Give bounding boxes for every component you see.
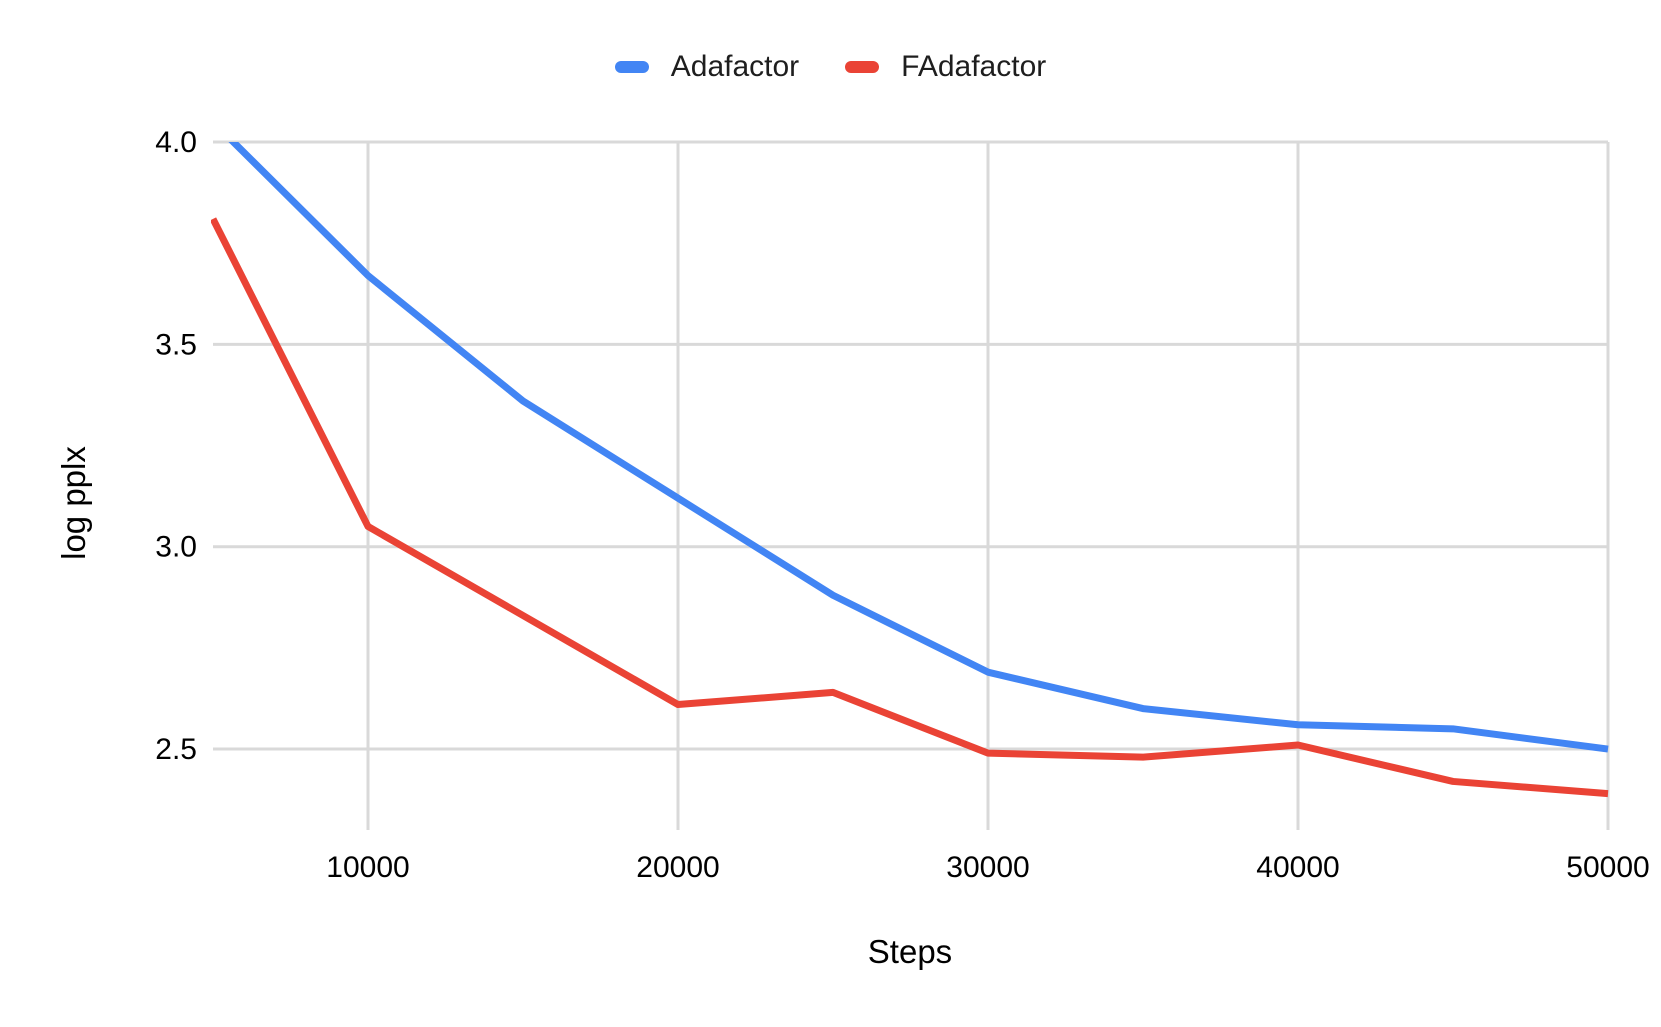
y-tick-2.5: 2.5 <box>155 733 197 766</box>
legend: Adafactor FAdafactor <box>0 50 1661 84</box>
tick-labels: 2.5 3.0 3.5 4.0 10000 20000 30000 40000 50000 <box>155 126 1649 884</box>
y-tick-3.5: 3.5 <box>155 328 197 361</box>
legend-label-adafactor: Adafactor <box>670 50 800 83</box>
legend-item-fadafactor[interactable]: FAdafactor <box>845 50 1046 84</box>
x-tick-50000: 50000 <box>1566 851 1649 884</box>
x-tick-10000: 10000 <box>326 851 409 884</box>
legend-item-adafactor[interactable]: Adafactor <box>614 50 800 84</box>
y-tick-3.0: 3.0 <box>155 531 197 564</box>
y-tick-4.0: 4.0 <box>155 126 197 159</box>
legend-label-fadafactor: FAdafactor <box>901 50 1047 83</box>
x-tick-40000: 40000 <box>1256 851 1339 884</box>
series-lines <box>211 142 1609 798</box>
series-line-fadafactor <box>211 217 1609 798</box>
y-axis-title: log pplx <box>55 446 92 560</box>
legend-swatch-adafactor-icon <box>614 61 649 73</box>
legend-swatch-fadafactor-icon <box>845 61 880 73</box>
gridlines <box>213 140 1610 830</box>
x-tick-30000: 30000 <box>946 851 1029 884</box>
x-axis-title: Steps <box>868 933 952 970</box>
series-line-adafactor <box>228 142 1609 753</box>
x-tick-20000: 20000 <box>636 851 719 884</box>
